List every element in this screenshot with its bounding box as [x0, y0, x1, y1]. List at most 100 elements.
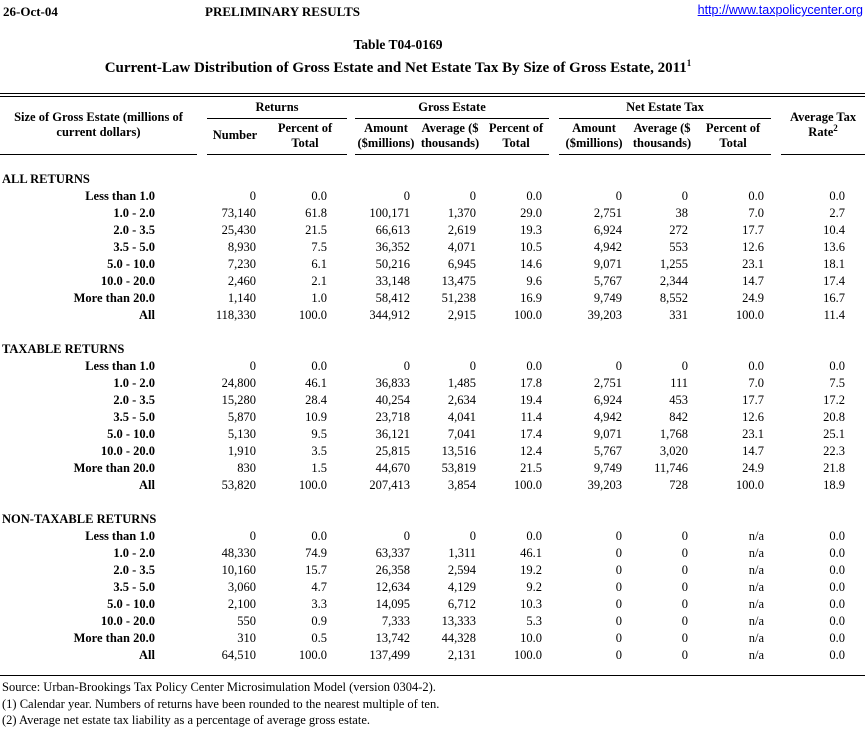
value-cell: 0	[249, 529, 256, 543]
value-cell: 100.0	[513, 648, 543, 662]
value-cell: 14.7	[742, 274, 765, 288]
section-gap-row	[0, 154, 865, 171]
value-cell: 53,819	[441, 461, 476, 475]
value-cell: 7.0	[748, 376, 765, 390]
value-cell: 0	[615, 597, 623, 611]
value-cell: 14,095	[375, 597, 410, 611]
value-cell: 4,942	[593, 240, 623, 254]
table-row: More than 20.0 1,140 1.0 58,412 51,238 16.9 9,…	[0, 290, 865, 307]
spacer-cell	[771, 256, 781, 273]
value-cell: 29.0	[520, 206, 543, 220]
value-cell: 15,280	[221, 393, 256, 407]
col-header-size-of-gross-estate: Size of Gross Estate (millions of curren…	[0, 97, 197, 155]
value-cell: 0.0	[829, 648, 846, 662]
value-cell: 0	[615, 189, 623, 203]
value-cell: 0.0	[311, 359, 327, 373]
value-cell: 5,767	[593, 274, 623, 288]
value-cell: 5,130	[227, 427, 256, 441]
section-title: ALL RETURNS	[2, 172, 90, 186]
value-cell: 0	[681, 189, 689, 203]
col-header-net-average: Average ($ thousands)	[629, 118, 696, 155]
value-cell: 0	[681, 614, 689, 628]
value-cell: 0.0	[526, 529, 543, 543]
value-cell: 0.0	[829, 546, 846, 560]
spacer-cell	[549, 545, 559, 562]
value-cell: 6,924	[593, 393, 623, 407]
table-row: 10.0 - 20.0 550 0.9 7,333 13,333 5.3 0 0 n/a 0.0	[0, 613, 865, 630]
value-cell: 100.0	[298, 478, 327, 492]
table-row: 1.0 - 2.0 73,140 61.8 100,171 1,370 29.0 2,751…	[0, 205, 865, 222]
run-date: 26-Oct-04	[3, 4, 58, 19]
value-cell: 14.6	[520, 257, 543, 271]
value-cell: 0	[681, 631, 689, 645]
value-cell: 2.1	[311, 274, 327, 288]
value-cell: 2,131	[447, 648, 476, 662]
value-cell: 0	[403, 359, 410, 373]
value-cell: 26,358	[375, 563, 410, 577]
value-cell: 0	[615, 614, 623, 628]
value-cell: 13,475	[441, 274, 476, 288]
value-cell: 8,552	[659, 291, 689, 305]
spacer-cell	[347, 630, 355, 647]
spacer-cell	[197, 477, 207, 494]
value-cell: 0	[469, 359, 476, 373]
section-gap-row	[0, 494, 865, 511]
footnote-2: (2) Average net estate tax liability as …	[2, 713, 370, 727]
section-gap-row	[0, 324, 865, 341]
col-header-average-tax-rate: Average Tax Rate2	[781, 97, 865, 155]
spacer-cell	[771, 358, 781, 375]
value-cell: 2,460	[227, 274, 256, 288]
value-cell: 0.0	[829, 563, 846, 577]
value-cell: 9,071	[593, 257, 623, 271]
value-cell: 12,634	[375, 580, 410, 594]
value-cell: 4,041	[447, 410, 476, 424]
row-label: 2.0 - 3.5	[113, 563, 155, 577]
value-cell: 728	[669, 478, 689, 492]
value-cell: 0	[403, 189, 410, 203]
spacer-cell	[347, 392, 355, 409]
value-cell: 111	[670, 376, 689, 390]
value-cell: 13,516	[441, 444, 476, 458]
spacer-cell	[549, 409, 559, 426]
value-cell: 0.0	[829, 580, 846, 594]
value-cell: 12.4	[520, 444, 543, 458]
group-header-gross-estate: Gross Estate	[355, 97, 550, 119]
value-cell: 5.3	[526, 614, 543, 628]
value-cell: 553	[669, 240, 689, 254]
value-cell: 453	[669, 393, 689, 407]
spacer-cell	[549, 375, 559, 392]
value-cell: 63,337	[375, 546, 410, 560]
value-cell: 10.4	[823, 223, 846, 237]
spacer-cell	[549, 188, 559, 205]
value-cell: 13,742	[375, 631, 410, 645]
value-cell: 9.2	[526, 580, 543, 594]
value-cell: 19.3	[520, 223, 543, 237]
value-cell: 19.2	[520, 563, 543, 577]
value-cell: 2,619	[447, 223, 476, 237]
spacer-cell	[347, 222, 355, 239]
spacer-cell	[197, 528, 207, 545]
value-cell: 3,020	[659, 444, 689, 458]
value-cell: 0	[249, 359, 256, 373]
value-cell: 0.0	[829, 359, 846, 373]
value-cell: n/a	[748, 597, 765, 611]
row-label: 3.5 - 5.0	[113, 580, 155, 594]
value-cell: 2,594	[447, 563, 476, 577]
value-cell: 22.3	[823, 444, 846, 458]
table-row: More than 20.0 310 0.5 13,742 44,328 10.0 0 0 n/…	[0, 630, 865, 647]
taxpolicycenter-link[interactable]: http://www.taxpolicycenter.org	[697, 3, 863, 17]
row-label: All	[139, 648, 155, 662]
value-cell: 24.9	[742, 461, 765, 475]
value-cell: 100.0	[298, 648, 327, 662]
value-cell: 23.1	[742, 427, 765, 441]
col-header-ge-average: Average ($ thousands)	[417, 118, 483, 155]
row-label: 5.0 - 10.0	[107, 257, 155, 271]
value-cell: 7,333	[381, 614, 410, 628]
value-cell: 6,945	[447, 257, 476, 271]
spacer-cell	[549, 460, 559, 477]
source-note: Source: Urban-Brookings Tax Policy Cente…	[2, 680, 436, 694]
value-cell: 6,924	[593, 223, 623, 237]
value-cell: 100,171	[369, 206, 410, 220]
value-cell: 4,129	[447, 580, 476, 594]
